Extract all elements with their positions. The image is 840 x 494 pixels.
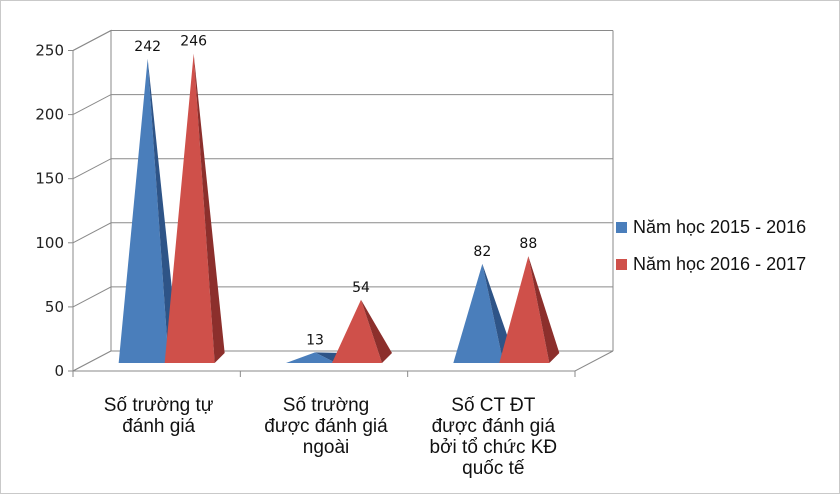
y-axis-ticks: 0 50 100 150 200 250 xyxy=(35,42,74,380)
bar-1-1 xyxy=(118,58,179,363)
legend: Năm học 2015 - 2016 Năm học 2016 - 2017 xyxy=(616,217,806,274)
y-tick-label: 150 xyxy=(35,170,64,188)
y-tick-label: 100 xyxy=(35,234,64,252)
data-label: 13 xyxy=(306,332,324,348)
data-label: 82 xyxy=(473,244,491,260)
y-tick-label: 50 xyxy=(45,298,64,316)
category-label: Số CT ĐT được đánh giá bởi tổ chức KĐ quốc … xyxy=(430,395,558,479)
pyramid-front-face xyxy=(499,256,550,363)
legend-label: Năm học 2015 - 2016 xyxy=(633,217,806,237)
category-labels: Số trường tự đánh giá Số trường được đánh g… xyxy=(104,395,557,479)
pyramid-side-face xyxy=(147,58,179,363)
legend-swatch xyxy=(616,222,627,233)
bar-1-3 xyxy=(453,263,514,363)
legend-swatch xyxy=(616,259,627,270)
gridline xyxy=(72,94,613,116)
side-wall xyxy=(72,29,112,372)
bar-2-3 xyxy=(499,256,560,363)
gridline xyxy=(72,222,613,244)
data-label: 246 xyxy=(180,34,207,50)
gridline xyxy=(72,158,613,180)
pyramid-front-face xyxy=(332,299,382,363)
pyramid-side-face xyxy=(361,299,392,363)
pyramid-front-face xyxy=(118,58,169,363)
bars xyxy=(118,53,560,364)
gridline xyxy=(72,30,613,51)
pyramid-front-face xyxy=(453,263,504,363)
gridlines xyxy=(72,30,613,308)
gridline xyxy=(72,286,613,308)
pyramid-side-face xyxy=(528,256,560,363)
pyramid-side-face xyxy=(193,53,225,364)
bar-2-1 xyxy=(164,53,225,364)
data-label: 54 xyxy=(352,280,370,296)
y-tick-label: 0 xyxy=(54,362,64,380)
data-label: 88 xyxy=(519,236,537,252)
category-label: Số trường được đánh giá ngoài xyxy=(264,395,388,458)
category-label: Số trường tự đánh giá xyxy=(104,395,214,437)
pyramid-front-face xyxy=(286,352,336,363)
legend-label: Năm học 2016 - 2017 xyxy=(633,254,806,274)
pyramid-side-face xyxy=(482,263,514,363)
bar-2-2 xyxy=(332,299,392,363)
pyramid-front-face xyxy=(164,53,215,364)
y-tick-label: 250 xyxy=(35,42,64,60)
y-tick-label: 200 xyxy=(35,106,64,124)
data-labels: 242 246 13 54 82 88 xyxy=(134,34,537,349)
data-label: 242 xyxy=(134,39,161,55)
